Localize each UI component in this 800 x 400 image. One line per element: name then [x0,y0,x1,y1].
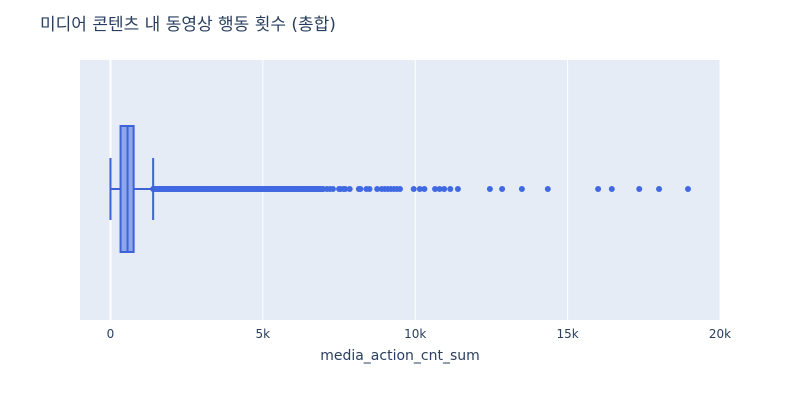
outlier-point [410,186,417,192]
outlier-point [397,186,403,192]
x-tick-label: 20k [709,327,731,341]
outlier-point [447,186,454,192]
x-tick-labels: 0 5k 10k 15k 20k [107,327,732,341]
outlier-point [685,186,691,192]
outlier-point [656,186,663,192]
outlier-point [499,186,506,192]
outlier-point [357,186,364,192]
x-tick-label: 15k [557,327,579,341]
outlier-point [436,186,443,192]
x-tick-label: 5k [256,327,271,341]
outlier-point [518,186,525,192]
outlier-point [416,186,423,192]
outlier-points [150,186,691,192]
outlier-point [342,186,349,192]
outlier-point [374,186,381,192]
outlier-point [454,186,461,192]
outlier-point [421,186,428,192]
outlier-point [366,186,373,192]
outlier-point [441,186,448,192]
x-tick-label: 10k [404,327,426,341]
x-tick-label: 0 [107,327,115,341]
outlier-point [636,186,643,192]
outlier-point [432,186,439,192]
outlier-point [329,186,336,192]
outlier-point [544,186,551,192]
outlier-point [346,186,353,192]
outlier-point [595,186,602,192]
chart-title: 미디어 콘텐츠 내 동영상 행동 횟수 (총합) [40,15,336,35]
outlier-point [486,186,493,192]
x-axis-title: media_action_cnt_sum [320,348,480,364]
outlier-point [608,186,615,192]
box-group [109,125,155,253]
